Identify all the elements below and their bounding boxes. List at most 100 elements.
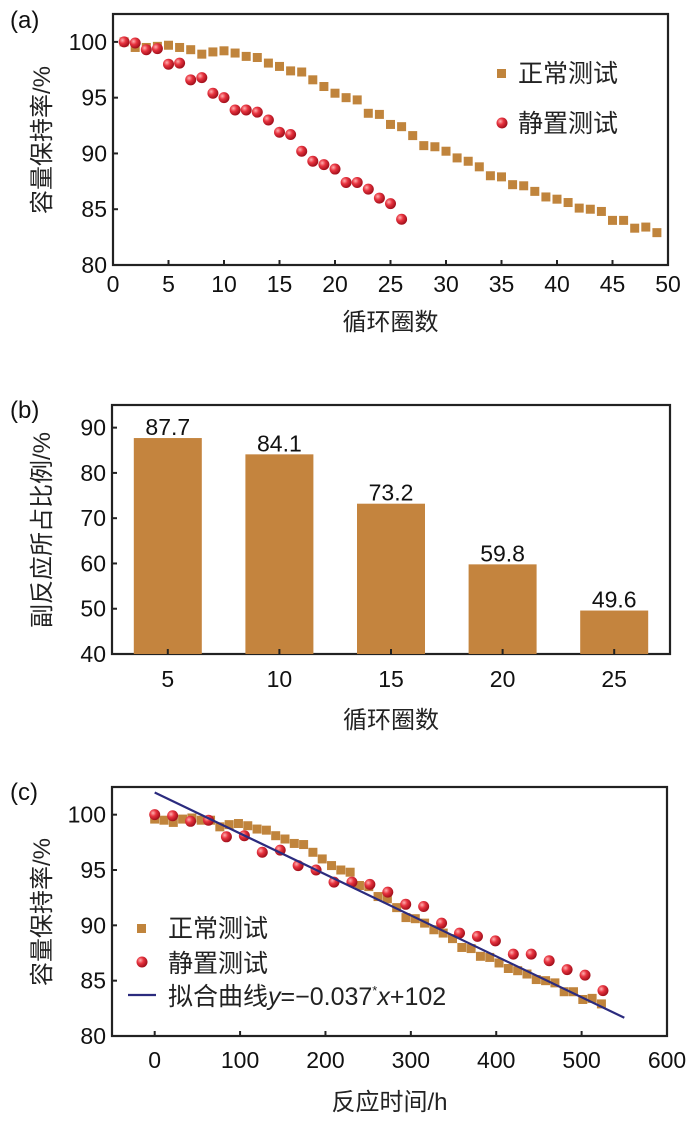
panel-c-capacity-vs-time: (c) 反应时间/h 容量保持率/% 0 100 200 300 400 500 600 80 85 9… [10,779,686,1116]
data-point-square [585,204,595,214]
data-point-square [319,82,329,92]
data-point-square [386,119,395,129]
data-point-circle [207,87,219,99]
data-point-square [438,928,448,938]
data-point-square [345,867,355,877]
data-point-square [308,847,318,857]
legend-label-rest: 静置测试 [518,110,618,138]
bar-value-label: 59.8 [480,540,525,566]
bar [133,438,202,654]
data-point-circle [256,846,268,858]
y-axis-title: 容量保持率/% [29,66,56,214]
plot-frame [110,785,669,1038]
x-tick-label: 20 [490,666,516,692]
data-point-circle [307,155,319,167]
data-point-square [466,944,476,954]
data-point-circle [149,809,161,821]
bar [468,564,537,654]
x-tick-label: 25 [601,666,627,692]
series-rest-test [149,809,609,997]
series-normal-test [150,813,606,1009]
data-point-square [430,142,440,152]
data-point-circle [400,898,412,910]
data-point-square [317,854,327,864]
x-tick-label: 300 [392,1047,430,1073]
data-point-circle [218,92,230,104]
data-point-circle [174,57,186,69]
data-point-square [596,206,606,216]
y-axis-title: 副反应所占比例/% [29,432,56,628]
x-tick-label: 15 [378,666,404,692]
data-point-square [596,999,606,1009]
data-point-square [168,817,178,827]
x-tick-label: 5 [161,666,174,692]
data-point-square [608,215,617,225]
data-point-circle [140,44,152,56]
data-point-square [224,820,234,830]
series-rest-test [118,36,408,225]
data-point-square [587,993,597,1003]
data-point-circle [318,159,330,171]
data-point-square [233,819,243,829]
data-point-square [574,203,584,213]
bar-value-label: 73.2 [369,480,414,506]
data-point-square [373,892,383,902]
y-tick-label: 80 [80,460,106,486]
y-tick-label: 100 [69,29,107,55]
y-tick-label: 95 [80,857,106,883]
data-point-square [531,975,541,985]
panel-b-side-reaction-bars: (b) 循环圈数 副反应所占比例/% 40 50 60 70 80 90 5 87.7 10 84.1 1… [10,397,672,734]
data-point-square [652,228,662,238]
data-point-square [219,46,229,56]
y-tick-label: 50 [80,596,106,622]
fit-line [154,791,625,1019]
data-point-square [630,223,640,233]
data-point-square [419,141,429,151]
data-point-circle [285,128,297,140]
data-point-square [230,48,240,58]
data-point-square [448,934,458,944]
bar [245,454,314,654]
data-point-circle [118,36,130,48]
data-point-square [175,42,185,52]
bar [357,503,425,654]
data-point-square [297,67,307,77]
legend-square-marker [497,69,506,78]
legend-label-normal: 正常测试 [518,60,618,88]
data-point-circle [185,74,197,86]
y-tick-label: 40 [80,641,106,667]
data-point-square [263,58,273,68]
legend-label-fit: 拟合曲线y=−0.037*x+102 [168,983,446,1011]
x-tick-label: 30 [433,271,459,297]
data-point-square [289,838,299,848]
data-point-circle [163,58,174,70]
data-point-circle [364,878,376,890]
data-point-circle [151,43,163,55]
y-tick-label: 100 [68,802,106,828]
data-point-circle [418,901,430,913]
data-point-square [485,171,495,181]
data-point-circle [373,192,385,204]
panel-label: (a) [10,7,39,34]
data-point-circle [385,198,396,210]
data-point-square [275,61,284,71]
fit-eq-slope: =−0.037 [281,983,373,1011]
data-point-circle [351,176,363,188]
data-point-square [578,994,588,1004]
data-point-square [215,822,225,832]
data-point-circle [471,930,483,942]
x-tick-label: 15 [267,271,293,297]
y-tick-label: 80 [80,1023,106,1049]
data-point-square [569,987,579,997]
data-point-square [352,95,362,105]
x-tick-label: 25 [378,271,404,297]
fit-eq-intercept: +102 [390,983,446,1011]
y-tick-label: 90 [81,140,107,166]
x-tick-label: 10 [267,666,293,692]
data-point-circle [229,104,241,116]
data-point-circle [340,176,352,188]
data-point-square [552,194,562,204]
plot-frame [111,12,670,267]
